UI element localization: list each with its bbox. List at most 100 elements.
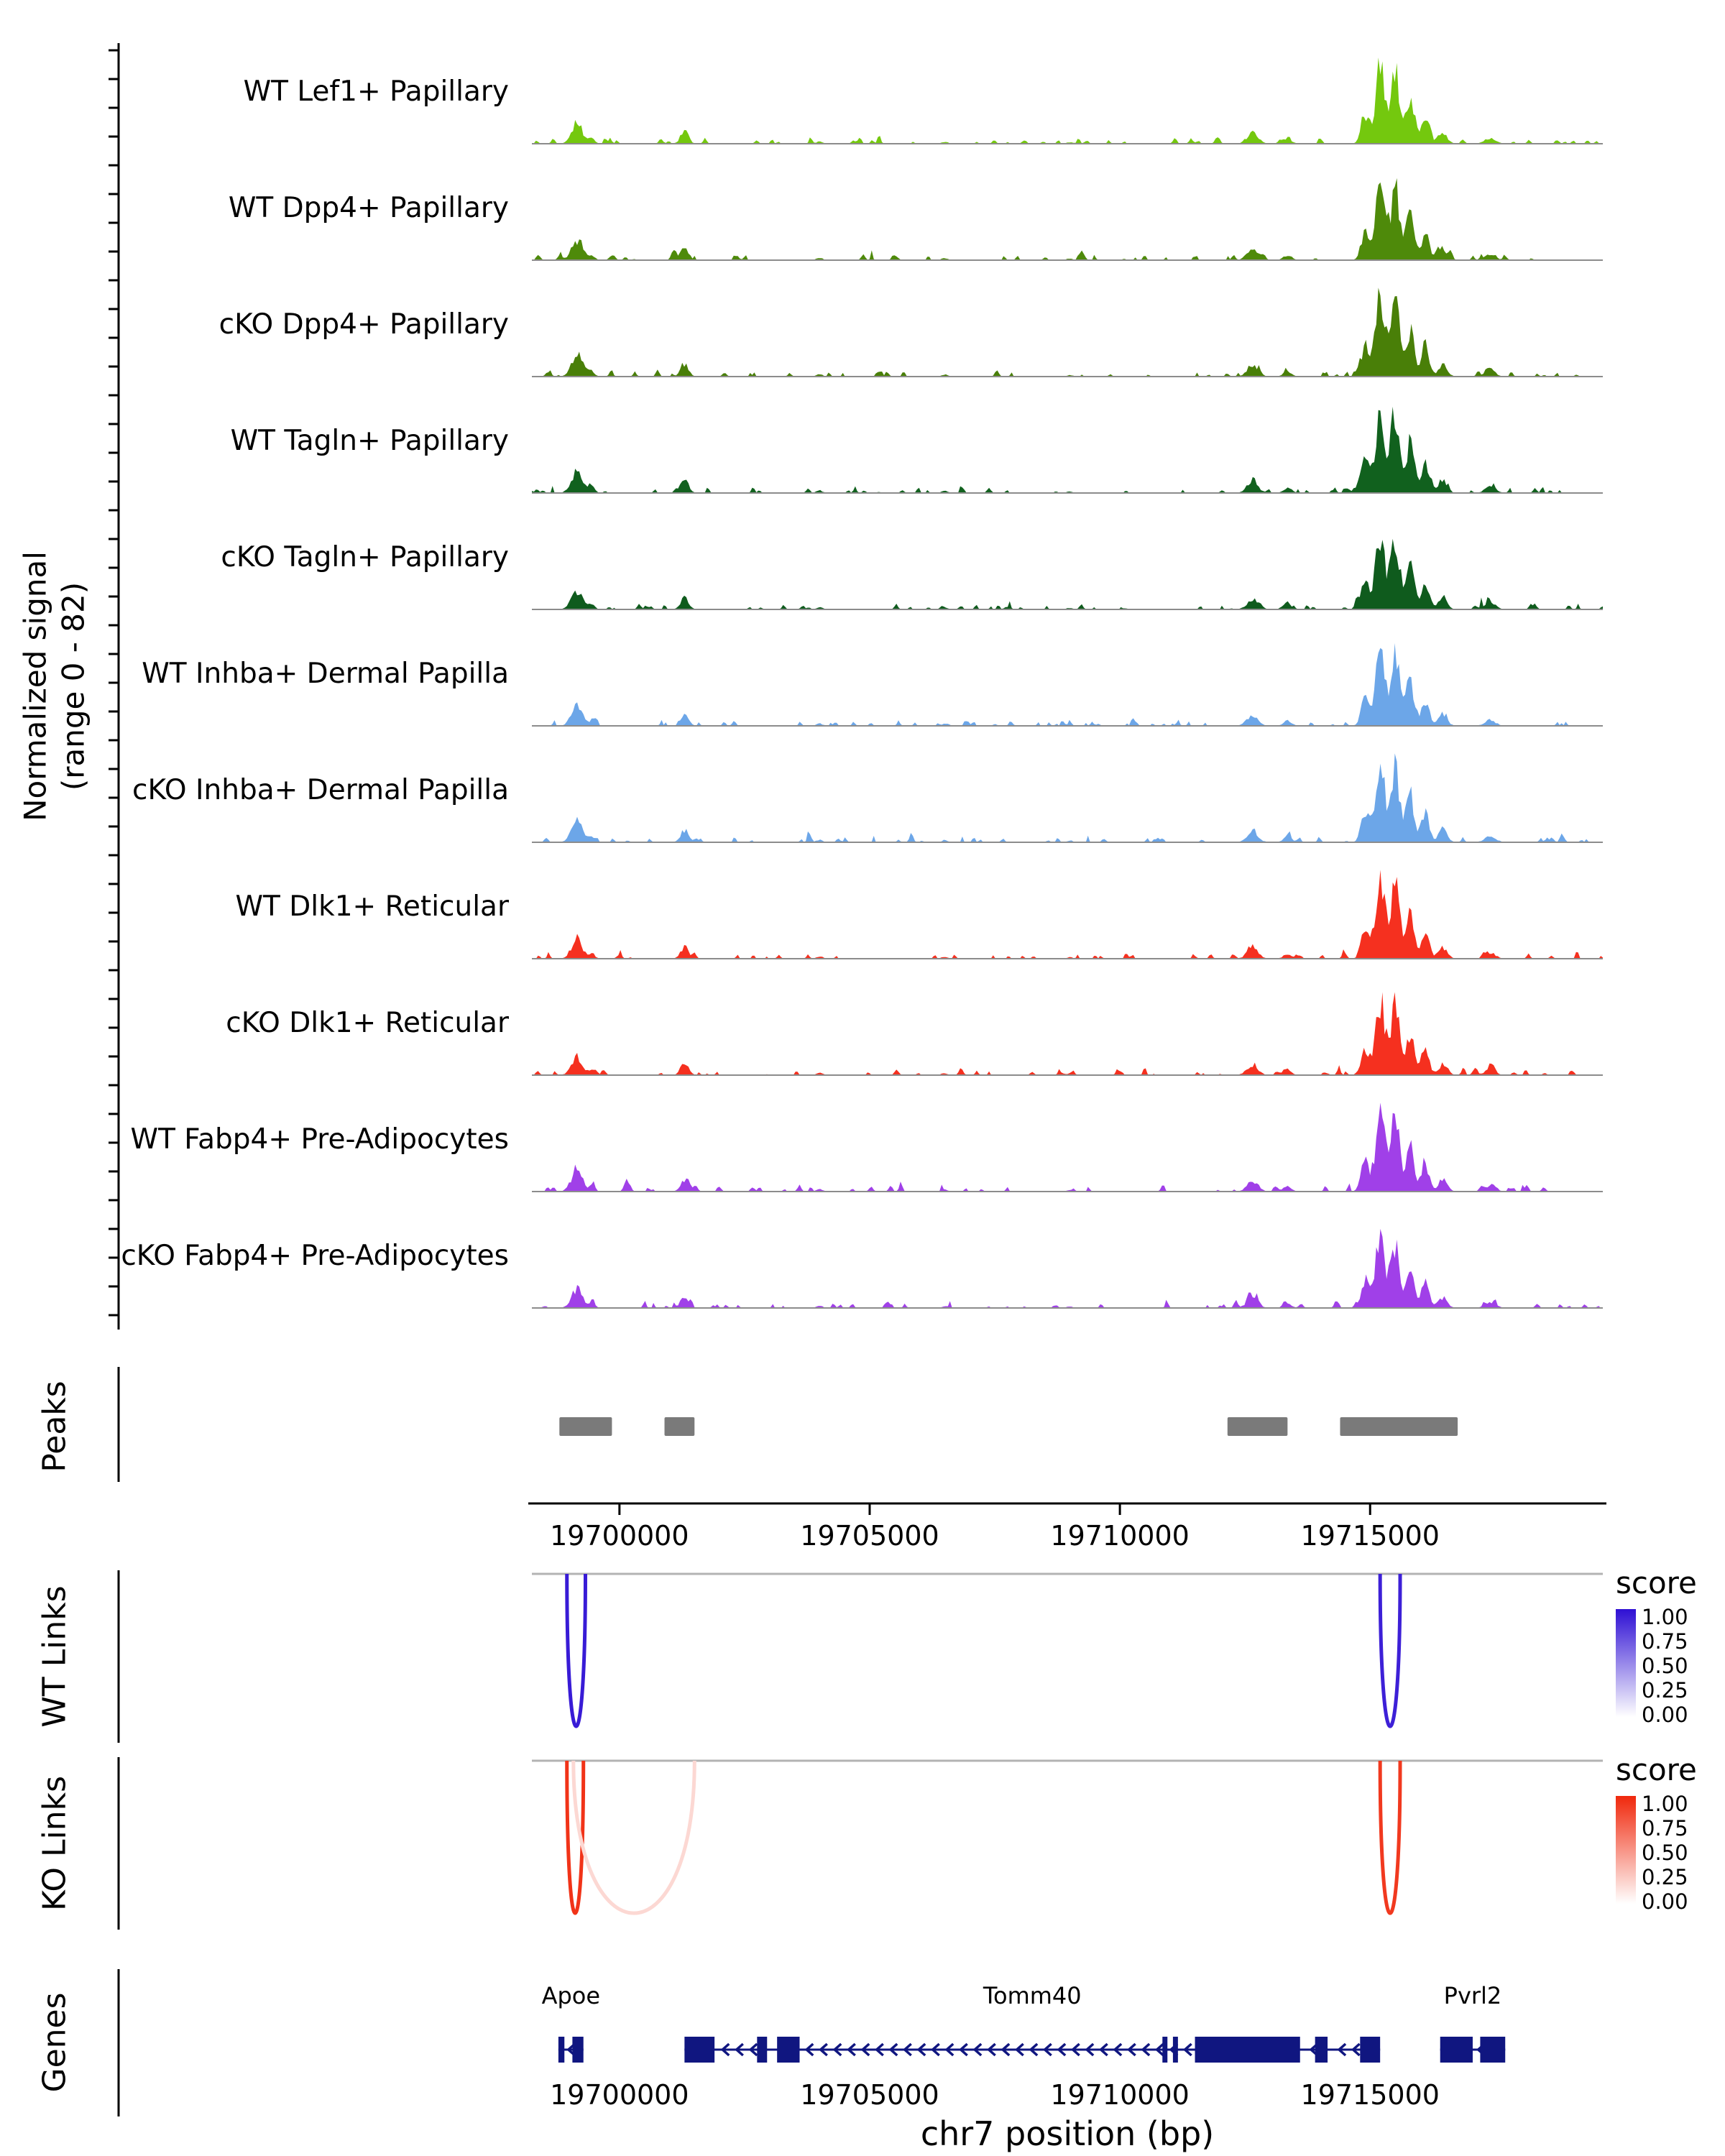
gene-strand-arrow xyxy=(1029,2042,1039,2057)
gene-strand-arrow xyxy=(1043,2042,1052,2057)
ko-legend-gradient xyxy=(1616,1796,1636,1904)
legend-tick: 0.75 xyxy=(1642,1629,1688,1654)
gene-strand-arrow xyxy=(903,2042,912,2057)
gene-strand-arrow xyxy=(1337,2042,1347,2057)
track-label: cKO Inhba+ Dermal Papilla xyxy=(132,774,509,806)
wt-link-arc xyxy=(1378,1573,1402,1728)
gene-strand-arrow xyxy=(1113,2042,1123,2057)
track-label: WT Fabp4+ Pre-Adipocytes xyxy=(131,1123,509,1156)
x-axis-tick-label: 19710000 xyxy=(1050,1520,1189,1552)
gene-strand-arrow xyxy=(819,2042,828,2057)
gene-strand-arrow xyxy=(944,2042,954,2057)
gene-strand-arrow xyxy=(972,2042,983,2057)
gene-exon xyxy=(558,2037,565,2063)
coverage-track-8 xyxy=(532,870,1603,959)
gene-strand-arrow xyxy=(1071,2042,1080,2057)
gene-strand-arrow xyxy=(959,2042,968,2057)
genes-axis-tick-label: 19700000 xyxy=(550,2079,689,2111)
gene-exon xyxy=(1480,2037,1506,2063)
track-label: WT Dlk1+ Reticular xyxy=(235,890,509,923)
gene-strand-arrow xyxy=(720,2042,730,2057)
gene-name-label: Pvrl2 xyxy=(1444,1982,1502,2009)
legend-tick: 0.50 xyxy=(1642,1841,1688,1865)
track-label: WT Tagln+ Papillary xyxy=(231,425,509,457)
ko-legend-ticks: 1.00 0.75 0.50 0.25 0.00 xyxy=(1642,1792,1688,1914)
gene-exon xyxy=(777,2037,800,2063)
gene-name-label: Tomm40 xyxy=(983,1982,1082,2009)
gene-exon xyxy=(1172,2037,1178,2063)
x-axis-title: chr7 position (bp) xyxy=(920,2114,1215,2153)
track-label: WT Dpp4+ Papillary xyxy=(229,192,509,224)
track-label: cKO Dlk1+ Reticular xyxy=(226,1007,510,1039)
ko-link-arc xyxy=(1378,1760,1402,1915)
gene-exon xyxy=(1162,2037,1168,2063)
gene-strand-arrow xyxy=(931,2042,940,2057)
gene-strand-arrow xyxy=(875,2042,884,2057)
section-label-ko-links: KO Links xyxy=(36,1775,73,1912)
ko-links-score-legend: score 1.00 0.75 0.50 0.25 0.00 xyxy=(1616,1752,1725,1914)
coverage-track-2 xyxy=(532,178,1603,260)
section-label-genes: Genes xyxy=(36,1992,73,2093)
ko-legend-title: score xyxy=(1616,1752,1697,1787)
track-label: cKO Dpp4+ Papillary xyxy=(219,308,509,341)
peak-interval xyxy=(559,1417,612,1436)
wt-legend-title: score xyxy=(1616,1565,1697,1600)
legend-tick: 1.00 xyxy=(1642,1792,1688,1816)
track-label: WT Lef1+ Papillary xyxy=(244,75,509,108)
gene-exon xyxy=(684,2037,715,2063)
wt-legend-ticks: 1.00 0.75 0.50 0.25 0.00 xyxy=(1642,1605,1688,1727)
genes-axis-tick-label: 19715000 xyxy=(1301,2079,1440,2111)
gene-strand-arrow xyxy=(748,2042,758,2057)
gene-strand-arrow xyxy=(1127,2042,1136,2057)
gene-strand-arrow xyxy=(1351,2042,1361,2057)
x-axis-tick-label: 19705000 xyxy=(800,1520,939,1552)
section-label-peaks: Peaks xyxy=(36,1381,73,1473)
gene-strand-arrow xyxy=(735,2042,744,2057)
peak-interval xyxy=(664,1417,695,1436)
gene-strand-arrow xyxy=(566,2042,576,2057)
legend-tick: 1.00 xyxy=(1642,1605,1688,1629)
gene-strand-arrow xyxy=(888,2042,898,2057)
y-axis-label-line2: (range 0 - 82) xyxy=(55,581,91,791)
legend-tick: 0.25 xyxy=(1642,1678,1688,1703)
coverage-track-1 xyxy=(532,57,1603,144)
coverage-track-5 xyxy=(532,538,1603,609)
ko-link-arc xyxy=(565,1760,586,1915)
legend-tick: 0.00 xyxy=(1642,1889,1688,1914)
legend-tick: 0.50 xyxy=(1642,1654,1688,1678)
track-label: cKO Tagln+ Papillary xyxy=(221,541,509,573)
gene-name-label: Apoe xyxy=(542,1982,600,2009)
coverage-track-7 xyxy=(532,753,1603,842)
gene-strand-arrow xyxy=(1309,2042,1319,2057)
gene-strand-arrow xyxy=(1141,2042,1151,2057)
gene-strand-arrow xyxy=(1085,2042,1095,2057)
legend-tick: 0.25 xyxy=(1642,1865,1688,1889)
coverage-track-6 xyxy=(532,642,1603,726)
x-axis-tick-label: 19715000 xyxy=(1301,1520,1440,1552)
gene-strand-arrow xyxy=(1476,2042,1486,2057)
gene-strand-arrow xyxy=(916,2042,926,2057)
legend-tick: 0.00 xyxy=(1642,1703,1688,1727)
genes-axis-tick-label: 19705000 xyxy=(800,2079,939,2111)
track-label: WT Inhba+ Dermal Papilla xyxy=(142,658,509,690)
gene-strand-arrow xyxy=(1015,2042,1024,2057)
section-label-wt-links: WT Links xyxy=(36,1585,73,1728)
coverage-track-3 xyxy=(532,287,1603,377)
gene-exon xyxy=(757,2037,768,2063)
gene-exon xyxy=(1360,2037,1381,2063)
gene-strand-arrow xyxy=(860,2042,870,2057)
gene-strand-arrow xyxy=(847,2042,856,2057)
y-axis-label: Normalized signal (range 0 - 82) xyxy=(17,551,93,821)
coverage-track-4 xyxy=(532,406,1603,493)
x-axis-tick-label: 19700000 xyxy=(550,1520,689,1552)
gene-strand-arrow xyxy=(987,2042,996,2057)
gene-strand-arrow xyxy=(1169,2042,1179,2057)
gene-exon xyxy=(1315,2037,1328,2063)
gene-strand-arrow xyxy=(1057,2042,1067,2057)
gene-strand-arrow xyxy=(1000,2042,1011,2057)
ko-link-arc xyxy=(571,1760,696,1915)
peak-interval xyxy=(1227,1417,1288,1436)
coverage-track-9 xyxy=(532,992,1603,1075)
